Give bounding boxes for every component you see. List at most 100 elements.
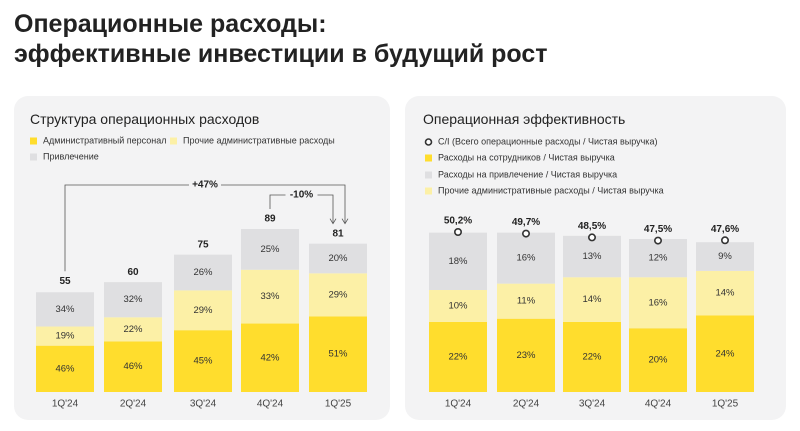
- legend-label: C/I (Всего операционные расходы / Чистая…: [438, 136, 657, 146]
- value-label: 16%: [648, 297, 668, 308]
- value-label: 20%: [648, 355, 668, 366]
- value-label: 14%: [715, 288, 735, 299]
- ci-label: 48,5%: [578, 221, 606, 232]
- x-tick-label: 2Q'24: [513, 399, 540, 410]
- bar-segment: [696, 315, 754, 392]
- annotation: +47%: [192, 180, 218, 191]
- x-tick-label: 1Q'25: [325, 399, 352, 410]
- total-label: 55: [59, 276, 71, 287]
- bar-segment: [563, 277, 621, 322]
- legend-label: Расходы на привлечение / Чистая выручка: [438, 169, 617, 179]
- legend-label: Прочие административные расходы: [183, 135, 335, 145]
- x-tick-label: 1Q'24: [52, 399, 79, 410]
- ci-label: 50,2%: [444, 216, 472, 227]
- value-label: 18%: [448, 256, 468, 267]
- x-tick-label: 3Q'24: [579, 399, 606, 410]
- bar-segment: [563, 321, 621, 392]
- legend-marker: [30, 153, 37, 161]
- value-label: 46%: [123, 361, 143, 372]
- ci-label: 47,6%: [711, 224, 739, 235]
- legend-marker: [425, 187, 432, 195]
- value-label: 10%: [448, 300, 468, 311]
- legend-marker: [425, 154, 432, 162]
- annotation-bg: [285, 188, 318, 202]
- value-label: 22%: [448, 351, 468, 362]
- legend-label: Прочие административные расходы / Чистая…: [438, 185, 664, 195]
- bar-segment: [36, 326, 94, 346]
- bar-segment: [174, 254, 232, 291]
- value-label: 32%: [123, 294, 143, 305]
- bar-segment: [309, 243, 367, 274]
- value-label: 46%: [55, 363, 75, 374]
- legend-label: Расходы на сотрудников / Чистая выручка: [438, 152, 615, 162]
- bar-segment: [309, 273, 367, 317]
- slide-title: Операционные расходы:: [14, 10, 327, 38]
- legend-marker: [170, 137, 177, 145]
- value-label: 24%: [715, 348, 735, 359]
- value-label: 25%: [260, 244, 280, 255]
- bar-segment: [241, 229, 299, 270]
- value-label: 42%: [260, 352, 280, 363]
- value-label: 19%: [55, 331, 75, 342]
- x-tick-label: 4Q'24: [257, 399, 284, 410]
- value-label: 12%: [648, 253, 668, 264]
- value-label: 45%: [193, 356, 213, 367]
- bar-segment: [696, 242, 754, 271]
- bar-segment: [629, 328, 687, 392]
- bar-segment: [497, 232, 555, 284]
- value-label: 22%: [582, 351, 602, 362]
- bar-segment: [36, 292, 94, 327]
- annotation: -10%: [290, 190, 313, 201]
- legend-label: Привлечение: [43, 151, 99, 161]
- annotation-bg: [189, 178, 221, 192]
- legend-marker: [424, 138, 433, 146]
- slide-title: эффективные инвестиции в будущий рост: [14, 40, 548, 68]
- ci-marker: [653, 236, 662, 245]
- value-label: 22%: [123, 324, 143, 335]
- value-label: 14%: [582, 294, 602, 305]
- total-label: 75: [197, 239, 209, 250]
- bar-segment: [309, 316, 367, 392]
- value-label: 9%: [718, 251, 732, 262]
- arrow-head: [329, 218, 337, 225]
- bar-segment: [429, 321, 487, 392]
- total-label: 89: [264, 214, 276, 225]
- bar-segment: [241, 323, 299, 392]
- bar-segment: [429, 232, 487, 291]
- value-label: 26%: [193, 267, 213, 278]
- ci-label: 47,5%: [644, 224, 672, 235]
- value-label: 29%: [328, 289, 348, 300]
- value-label: 33%: [260, 291, 280, 302]
- legend-marker: [425, 171, 432, 179]
- legend-label: Административный персонал: [43, 135, 167, 145]
- bar-segment: [429, 290, 487, 322]
- chart-title: Структура операционных расходов: [30, 111, 259, 127]
- x-tick-label: 1Q'25: [712, 399, 739, 410]
- x-tick-label: 1Q'24: [445, 399, 472, 410]
- value-label: 11%: [517, 296, 536, 307]
- total-label: 60: [127, 267, 139, 278]
- value-label: 13%: [582, 251, 602, 262]
- ci-label: 49,7%: [512, 217, 540, 228]
- chart-title: Операционная эффективность: [423, 111, 625, 127]
- bar-segment: [36, 345, 94, 392]
- x-tick-label: 4Q'24: [645, 399, 672, 410]
- value-label: 34%: [55, 304, 75, 315]
- legend-marker: [30, 137, 37, 145]
- bar-segment: [497, 283, 555, 319]
- x-tick-label: 2Q'24: [120, 399, 147, 410]
- bar-segment: [629, 277, 687, 329]
- bar-segment: [174, 330, 232, 392]
- bar-segment: [629, 239, 687, 278]
- value-label: 29%: [193, 305, 213, 316]
- value-label: 20%: [328, 253, 348, 264]
- bar-segment: [174, 290, 232, 331]
- ci-marker: [587, 233, 596, 242]
- arrow-head: [341, 218, 349, 225]
- value-label: 23%: [516, 350, 536, 361]
- bar-segment: [696, 270, 754, 316]
- bar-segment: [241, 269, 299, 324]
- bar-segment: [497, 318, 555, 392]
